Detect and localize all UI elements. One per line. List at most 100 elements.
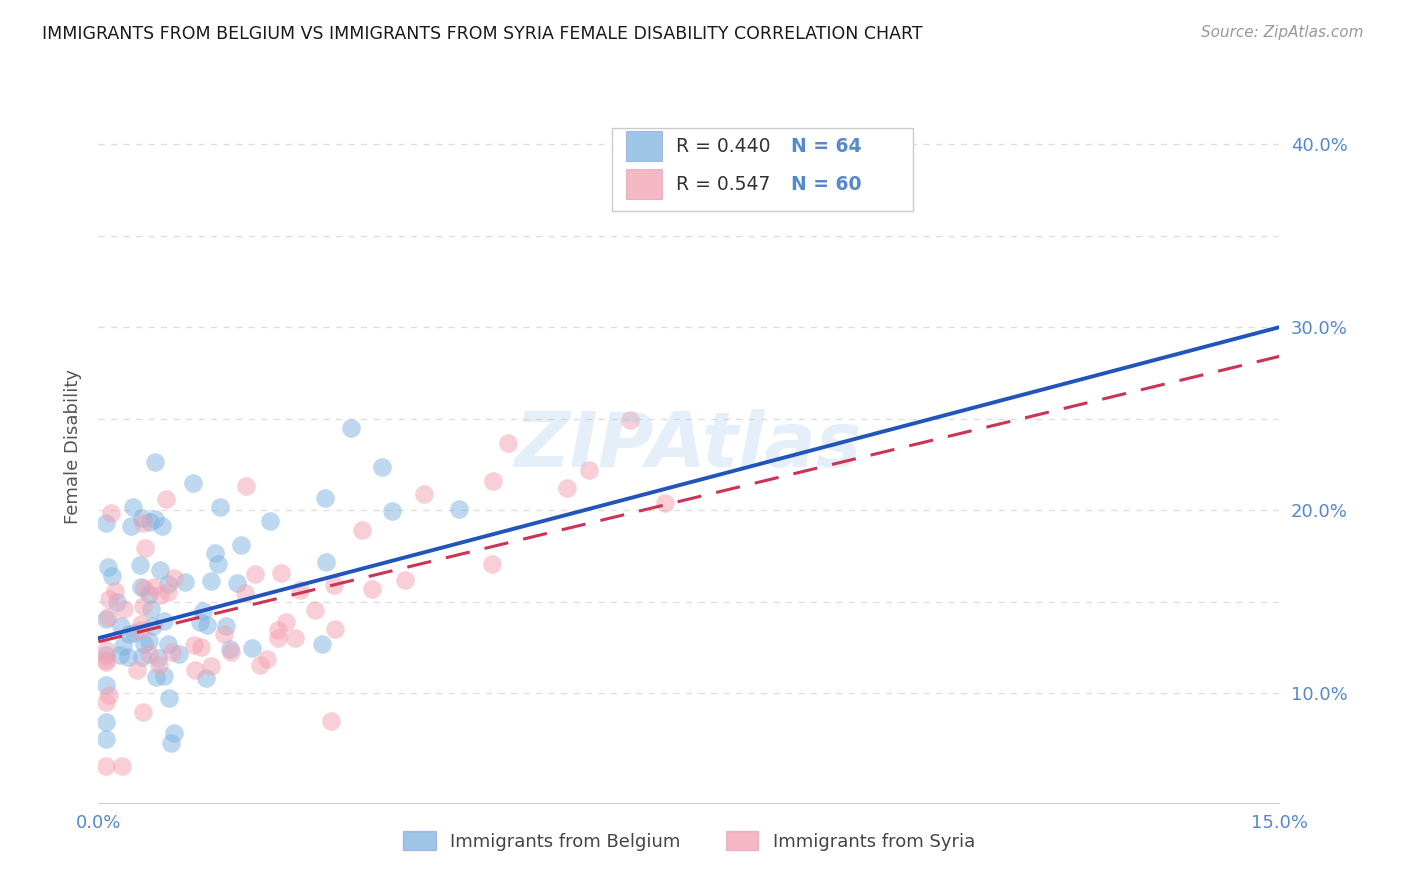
Point (153, 669, 176, 683)
Point (132, 599, 155, 613)
Point (195, 618, 218, 632)
Point (160, 645, 183, 659)
Point (139, 602, 162, 616)
Point (315, 555, 337, 569)
Point (304, 602, 326, 616)
Point (498, 436, 520, 450)
Point (240, 640, 263, 655)
Point (160, 736, 183, 750)
Point (118, 627, 141, 641)
Point (122, 500, 145, 515)
Point (256, 652, 278, 666)
Point (394, 574, 416, 588)
Point (557, 481, 579, 495)
Point (157, 576, 180, 591)
Point (482, 474, 505, 488)
Point (132, 516, 155, 531)
Point (207, 558, 229, 572)
Point (96, 516, 118, 530)
Point (162, 570, 184, 584)
Point (157, 690, 180, 705)
Point (413, 487, 436, 501)
Point (134, 582, 156, 596)
FancyBboxPatch shape (626, 169, 662, 199)
Point (97, 559, 120, 574)
Point (619, 412, 641, 426)
Point (149, 588, 172, 602)
Point (284, 631, 307, 645)
Point (361, 582, 384, 596)
Point (162, 726, 184, 740)
Point (98, 592, 121, 607)
Point (122, 626, 145, 640)
Point (481, 558, 503, 572)
Y-axis label: Female Disability: Female Disability (63, 368, 82, 524)
Point (108, 648, 131, 662)
Point (212, 627, 235, 641)
Point (96, 759, 118, 773)
Point (288, 582, 311, 597)
Point (314, 491, 336, 505)
Point (183, 475, 205, 490)
Point (157, 585, 180, 599)
FancyBboxPatch shape (612, 128, 914, 211)
FancyBboxPatch shape (626, 131, 662, 161)
Point (233, 585, 256, 599)
Point (104, 583, 127, 598)
Point (267, 632, 290, 646)
Point (157, 637, 180, 651)
Point (131, 580, 153, 594)
Text: N = 64: N = 64 (790, 136, 860, 156)
Point (150, 518, 173, 533)
Text: ZIPAtlas: ZIPAtlas (515, 409, 863, 483)
Point (190, 640, 212, 654)
Point (120, 519, 142, 533)
Text: N = 60: N = 60 (790, 175, 860, 194)
Point (191, 604, 214, 618)
Point (127, 664, 149, 678)
Text: IMMIGRANTS FROM BELGIUM VS IMMIGRANTS FROM SYRIA FEMALE DISABILITY CORRELATION C: IMMIGRANTS FROM BELGIUM VS IMMIGRANTS FR… (42, 25, 922, 43)
Point (311, 637, 333, 651)
Point (267, 624, 290, 638)
Point (131, 705, 153, 719)
Point (138, 634, 160, 648)
Point (96, 643, 118, 657)
Point (148, 657, 170, 672)
Point (129, 617, 152, 632)
Point (218, 642, 240, 657)
Legend: Immigrants from Belgium, Immigrants from Syria: Immigrants from Belgium, Immigrants from… (396, 824, 981, 858)
Point (96, 694, 118, 708)
Point (112, 639, 135, 653)
Point (142, 619, 165, 633)
Point (183, 638, 205, 652)
Point (145, 670, 167, 684)
Point (274, 615, 297, 629)
Point (321, 714, 343, 728)
Point (352, 523, 374, 537)
Point (146, 651, 169, 665)
Point (322, 578, 344, 592)
Point (235, 479, 257, 493)
Point (96, 655, 118, 669)
Text: R = 0.547: R = 0.547 (676, 175, 770, 194)
Point (105, 595, 128, 609)
Point (447, 502, 470, 516)
Point (100, 506, 122, 520)
Point (112, 602, 135, 616)
Text: R = 0.440: R = 0.440 (676, 136, 770, 156)
Point (381, 504, 404, 518)
Point (243, 566, 266, 581)
Point (98, 688, 121, 702)
Point (225, 576, 247, 591)
Text: Source: ZipAtlas.com: Source: ZipAtlas.com (1201, 25, 1364, 40)
Point (117, 649, 139, 664)
Point (249, 657, 271, 672)
Point (131, 511, 153, 525)
Point (184, 663, 207, 677)
Point (96, 648, 118, 662)
Point (143, 580, 166, 594)
Point (231, 538, 253, 552)
Point (145, 455, 167, 469)
Point (200, 574, 222, 588)
Point (143, 512, 166, 526)
